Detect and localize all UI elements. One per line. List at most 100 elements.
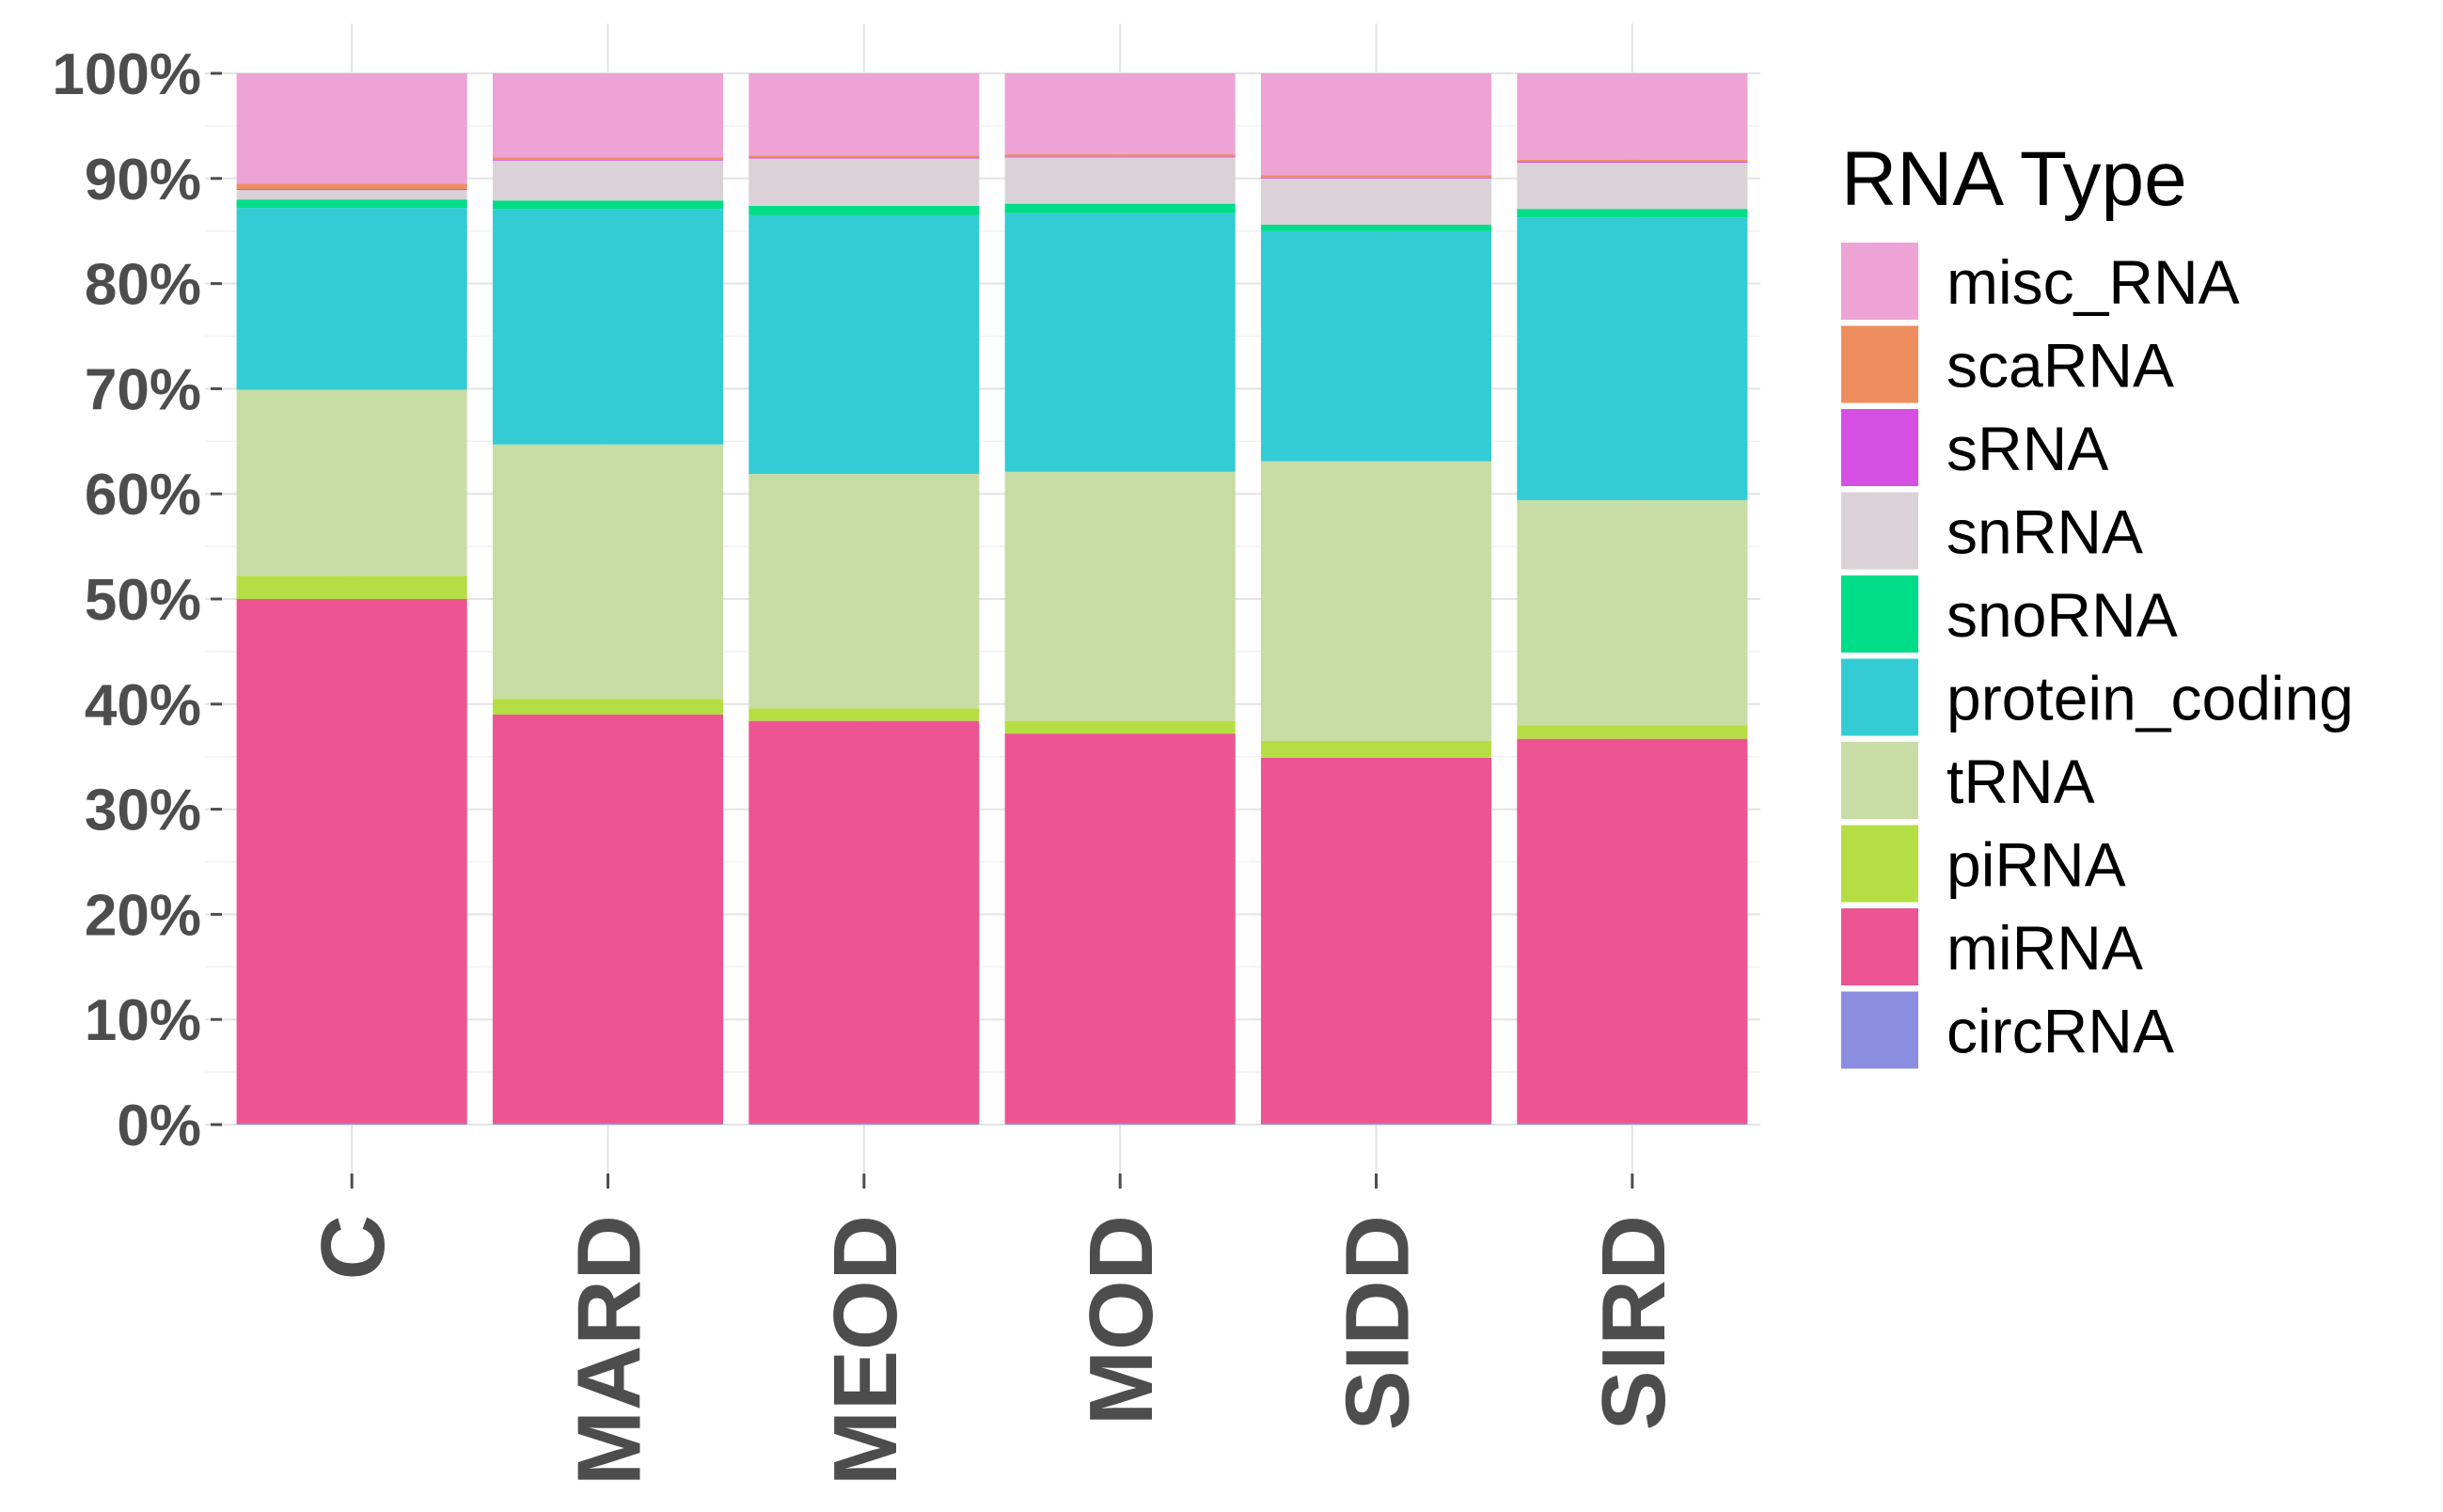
bar-segment-sRNA-MEOD bbox=[749, 157, 980, 159]
bar-segment-snoRNA-SIDD bbox=[1260, 224, 1492, 231]
bar-segment-piRNA-SIRD bbox=[1517, 725, 1748, 739]
x-tick-label: SIDD bbox=[1328, 1215, 1428, 1430]
y-tick-label: 50% bbox=[85, 568, 201, 633]
bar-segment-misc_RNA-C bbox=[236, 73, 467, 184]
legend-label-snRNA: snRNA bbox=[1947, 497, 2143, 567]
legend: RNA Type misc_RNA scaRNA sRNA snRNA snoRNA pr… bbox=[1841, 136, 2354, 1069]
legend-swatch-scaRNA bbox=[1841, 325, 1918, 403]
bar-segment-tRNA-MARD bbox=[492, 444, 724, 700]
legend-label-sRNA: sRNA bbox=[1947, 414, 2108, 483]
y-tick-label: 20% bbox=[85, 883, 201, 948]
bar-segment-circRNA-C bbox=[236, 1123, 467, 1125]
bar-segment-scaRNA-SIDD bbox=[1260, 175, 1492, 178]
y-tick-label: 0% bbox=[117, 1094, 201, 1158]
x-tick-label: MEOD bbox=[815, 1215, 916, 1486]
bar-segment-miRNA-MOD bbox=[1004, 733, 1236, 1124]
bar-segment-miRNA-SIRD bbox=[1517, 738, 1748, 1124]
bar-segment-misc_RNA-MARD bbox=[492, 73, 724, 158]
bar-segment-protein_coding-SIRD bbox=[1517, 217, 1748, 500]
bars bbox=[236, 73, 1748, 1125]
y-tick-label: 80% bbox=[85, 253, 201, 318]
bar-segment-protein_coding-MOD bbox=[1004, 213, 1236, 472]
legend-swatch-misc_RNA bbox=[1841, 243, 1918, 320]
y-tick-label: 100% bbox=[52, 42, 201, 107]
bar-segment-scaRNA-SIRD bbox=[1517, 159, 1748, 162]
legend-label-protein_coding: protein_coding bbox=[1947, 664, 2354, 733]
bar-segment-tRNA-SIRD bbox=[1517, 499, 1748, 726]
bar-segment-protein_coding-C bbox=[236, 208, 467, 390]
bar-segment-circRNA-MARD bbox=[492, 1123, 724, 1125]
bar-segment-piRNA-C bbox=[236, 575, 467, 599]
legend-label-snoRNA: snoRNA bbox=[1947, 580, 2178, 650]
y-tick-label: 60% bbox=[85, 463, 201, 528]
legend-swatch-circRNA bbox=[1841, 991, 1918, 1069]
bar-segment-piRNA-SIDD bbox=[1260, 740, 1492, 758]
bar-segment-misc_RNA-SIRD bbox=[1517, 73, 1748, 160]
bar-segment-protein_coding-MEOD bbox=[749, 214, 980, 474]
legend-swatch-snoRNA bbox=[1841, 575, 1918, 653]
legend-title: RNA Type bbox=[1841, 136, 2187, 222]
legend-swatch-piRNA bbox=[1841, 825, 1918, 903]
bar-segment-snoRNA-MOD bbox=[1004, 203, 1236, 213]
y-tick-label: 10% bbox=[85, 988, 201, 1053]
bar-segment-snoRNA-MEOD bbox=[749, 205, 980, 215]
x-tick-label: MARD bbox=[560, 1215, 660, 1486]
y-tick-label: 30% bbox=[85, 779, 201, 843]
bar-segment-scaRNA-MOD bbox=[1004, 154, 1236, 157]
y-tick-label: 90% bbox=[85, 148, 201, 213]
y-tick-label: 40% bbox=[85, 673, 201, 738]
bar-segment-circRNA-MOD bbox=[1004, 1123, 1236, 1125]
x-tick-label: MOD bbox=[1071, 1215, 1172, 1425]
bar-segment-tRNA-SIDD bbox=[1260, 461, 1492, 741]
bar-segment-miRNA-MARD bbox=[492, 714, 724, 1124]
bar-segment-snoRNA-MARD bbox=[492, 200, 724, 210]
bar-segment-circRNA-SIDD bbox=[1260, 1123, 1492, 1125]
bar-segment-tRNA-MEOD bbox=[749, 473, 980, 709]
bar-segment-miRNA-SIDD bbox=[1260, 757, 1492, 1124]
legend-swatch-tRNA bbox=[1841, 742, 1918, 819]
bar-segment-scaRNA-C bbox=[236, 183, 467, 189]
bar-segment-piRNA-MARD bbox=[492, 699, 724, 715]
y-axis: 0% 10% 20% 30% 40% 50% 60% 70% 80% 90% 100% bbox=[52, 42, 222, 1158]
bar-segment-misc_RNA-MEOD bbox=[749, 73, 980, 156]
bar-segment-scaRNA-MARD bbox=[492, 157, 724, 160]
bar-segment-sRNA-MARD bbox=[492, 159, 724, 161]
bar-segment-circRNA-MEOD bbox=[749, 1123, 980, 1125]
bar-segment-snoRNA-C bbox=[236, 199, 467, 209]
x-tick-label: C bbox=[303, 1215, 403, 1280]
bar-segment-miRNA-MEOD bbox=[749, 720, 980, 1124]
legend-label-scaRNA: scaRNA bbox=[1947, 331, 2174, 401]
legend-swatch-protein_coding bbox=[1841, 658, 1918, 736]
legend-label-misc_RNA: misc_RNA bbox=[1947, 247, 2240, 317]
bar-segment-tRNA-C bbox=[236, 389, 467, 576]
bar-segment-scaRNA-MEOD bbox=[749, 155, 980, 158]
legend-swatch-snRNA bbox=[1841, 492, 1918, 570]
legend-label-circRNA: circRNA bbox=[1947, 997, 2174, 1066]
legend-label-miRNA: miRNA bbox=[1947, 913, 2143, 983]
bar-segment-sRNA-MOD bbox=[1004, 156, 1236, 158]
y-tick-label: 70% bbox=[85, 357, 201, 422]
bar-segment-snoRNA-SIRD bbox=[1517, 209, 1748, 218]
bar-segment-piRNA-MEOD bbox=[749, 708, 980, 721]
bar-segment-piRNA-MOD bbox=[1004, 720, 1236, 734]
bar-segment-sRNA-SIDD bbox=[1260, 177, 1492, 179]
bar-segment-protein_coding-SIDD bbox=[1260, 230, 1492, 462]
bar-segment-protein_coding-MARD bbox=[492, 209, 724, 445]
legend-label-piRNA: piRNA bbox=[1947, 830, 2126, 900]
bar-segment-sRNA-SIRD bbox=[1517, 161, 1748, 164]
bar-segment-snRNA-C bbox=[236, 190, 467, 200]
bar-segment-misc_RNA-MOD bbox=[1004, 73, 1236, 155]
bar-segment-snRNA-MARD bbox=[492, 160, 724, 201]
bar-segment-snRNA-SIDD bbox=[1260, 178, 1492, 225]
bar-segment-circRNA-SIRD bbox=[1517, 1123, 1748, 1125]
legend-label-tRNA: tRNA bbox=[1947, 747, 2095, 816]
legend-swatch-miRNA bbox=[1841, 908, 1918, 985]
bar-segment-sRNA-C bbox=[236, 188, 467, 191]
bar-segment-misc_RNA-SIDD bbox=[1260, 73, 1492, 176]
bar-segment-snRNA-MEOD bbox=[749, 158, 980, 206]
bar-segment-miRNA-C bbox=[236, 599, 467, 1124]
bar-segment-snRNA-SIRD bbox=[1517, 163, 1748, 210]
x-tick-label: SIRD bbox=[1584, 1215, 1684, 1430]
bar-segment-tRNA-MOD bbox=[1004, 471, 1236, 721]
